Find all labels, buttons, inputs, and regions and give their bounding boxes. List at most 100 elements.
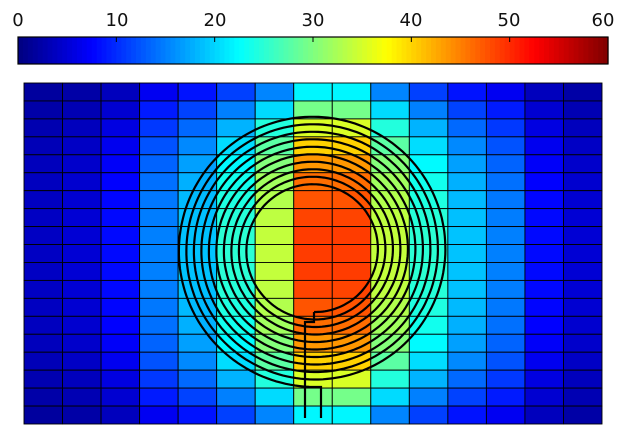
- heatmap-cell: [524, 333, 564, 353]
- colorbar-frame: [17, 36, 609, 65]
- heatmap-cell: [485, 244, 526, 263]
- colorbar-segment: [86, 37, 93, 64]
- heatmap-cell: [524, 297, 564, 317]
- colorbar-segment: [514, 37, 521, 64]
- heatmap-cell: [447, 351, 487, 371]
- heatmap-cell: [524, 279, 564, 299]
- heatmap-cell: [563, 387, 603, 407]
- heatmap-cell: [177, 369, 218, 389]
- heatmap-cell: [447, 387, 487, 407]
- heatmap-cell: [139, 118, 179, 138]
- heatmap-cell: [485, 136, 526, 156]
- colorbar-segment: [465, 37, 471, 64]
- heatmap-cell: [563, 208, 603, 228]
- heatmap-cell: [563, 333, 603, 353]
- heatmap-cell: [216, 100, 256, 120]
- heatmap-cell: [331, 279, 372, 299]
- colorbar-segment: [239, 37, 245, 64]
- heatmap-cell: [177, 244, 218, 263]
- colorbar-segment: [401, 37, 408, 64]
- heatmap-cell: [139, 279, 179, 299]
- colorbar-segment: [175, 37, 181, 64]
- colorbar-segment: [244, 37, 250, 64]
- heatmap-cell: [524, 405, 564, 425]
- colorbar-segment: [480, 37, 486, 64]
- heatmap-cell: [293, 244, 333, 263]
- colorbar-segment: [544, 37, 550, 64]
- colorbar-segment: [150, 37, 157, 64]
- heatmap-cell: [370, 100, 410, 120]
- heatmap-cell: [293, 190, 333, 210]
- heatmap-cell: [216, 244, 256, 263]
- heatmap-cell: [485, 387, 526, 407]
- colorbar-segment: [558, 37, 565, 64]
- heatmap-cell: [62, 226, 102, 245]
- colorbar-segment: [357, 37, 363, 64]
- heatmap-cell: [177, 333, 218, 353]
- colorbar-segment: [81, 37, 88, 64]
- heatmap-cell: [485, 172, 526, 192]
- heatmap-cell: [100, 351, 141, 371]
- heatmap-cell: [447, 333, 487, 353]
- heatmap-cell: [563, 405, 603, 425]
- heatmap-cell: [485, 100, 526, 120]
- colorbar-segment: [268, 37, 275, 64]
- heatmap-cell: [447, 315, 487, 335]
- heatmap-cell: [139, 172, 179, 192]
- heatmap-cell: [524, 82, 564, 102]
- coil-inner-lead: [303, 312, 316, 418]
- heatmap-cell: [524, 172, 564, 192]
- heatmap-cell: [563, 82, 603, 102]
- colorbar-segment: [155, 37, 162, 64]
- heatmap-cell: [485, 226, 526, 245]
- colorbar-segment: [77, 37, 83, 64]
- heatmap-cell: [23, 244, 63, 263]
- heatmap-cell: [139, 405, 179, 425]
- heatmap-cell: [139, 351, 179, 371]
- colorbar-segment: [322, 37, 329, 64]
- colorbar: [17, 36, 609, 65]
- heatmap-grid: [23, 82, 603, 425]
- heatmap-cell: [485, 279, 526, 299]
- colorbar-segment: [136, 37, 142, 64]
- colorbar-segment: [440, 37, 447, 64]
- heatmap-cell: [23, 100, 63, 120]
- colorbar-segment: [288, 37, 294, 64]
- colorbar-segment: [391, 37, 398, 64]
- heatmap-cell: [139, 136, 179, 156]
- colorbar-segment: [96, 37, 103, 64]
- heatmap-cell: [23, 82, 63, 102]
- heatmap-cell: [563, 154, 603, 174]
- heatmap-cell: [23, 172, 63, 192]
- heatmap-cell: [254, 82, 295, 102]
- colorbar-segment: [32, 37, 39, 64]
- heatmap-cell: [447, 369, 487, 389]
- heatmap-cell: [23, 118, 63, 138]
- colorbar-segment: [131, 37, 137, 64]
- heatmap-cell: [447, 82, 487, 102]
- colorbar-segment: [372, 37, 378, 64]
- heatmap-cell: [177, 387, 218, 407]
- heatmap-cell: [485, 208, 526, 228]
- heatmap-cell: [447, 154, 487, 174]
- colorbar-segment: [214, 37, 221, 64]
- colorbar-tick-0: 0: [12, 10, 23, 31]
- heatmap-cell: [100, 315, 141, 335]
- heatmap-cell: [62, 118, 102, 138]
- colorbar-segment: [337, 37, 344, 64]
- colorbar-segment: [180, 37, 186, 64]
- colorbar-tick-60: 60: [592, 10, 615, 31]
- colorbar-segment: [121, 37, 127, 64]
- heatmap-cell: [524, 315, 564, 335]
- colorbar-segment: [421, 37, 427, 64]
- heatmap-cell: [100, 279, 141, 299]
- heatmap-cell: [139, 297, 179, 317]
- colorbar-segment: [327, 37, 334, 64]
- colorbar-segment: [101, 37, 108, 64]
- heatmap-cell: [447, 226, 487, 245]
- heatmap-cell: [485, 297, 526, 317]
- colorbar-segment: [293, 37, 299, 64]
- colorbar-segment: [426, 37, 432, 64]
- heatmap-cell: [254, 262, 295, 281]
- heatmap-cell: [216, 82, 256, 102]
